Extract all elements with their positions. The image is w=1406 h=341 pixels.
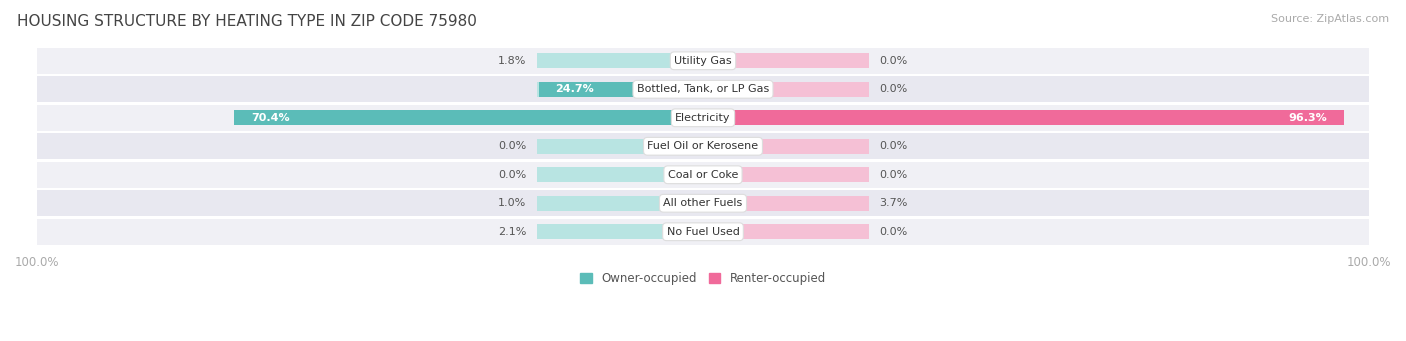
Bar [689, 224, 703, 239]
Text: Coal or Coke: Coal or Coke [668, 170, 738, 180]
Bar [537, 167, 703, 182]
Bar [37, 190, 1369, 216]
Bar [703, 224, 869, 239]
Text: 0.0%: 0.0% [498, 170, 527, 180]
Bar [703, 167, 869, 182]
Text: Fuel Oil or Kerosene: Fuel Oil or Kerosene [647, 141, 759, 151]
Bar [37, 76, 1369, 102]
Legend: Owner-occupied, Renter-occupied: Owner-occupied, Renter-occupied [575, 268, 831, 290]
Text: 0.0%: 0.0% [879, 84, 908, 94]
Text: 0.0%: 0.0% [879, 170, 908, 180]
Bar [37, 162, 1369, 188]
Bar [537, 139, 703, 154]
Text: 1.8%: 1.8% [498, 56, 527, 66]
Bar [537, 224, 703, 239]
Text: All other Fuels: All other Fuels [664, 198, 742, 208]
Text: 3.7%: 3.7% [879, 198, 908, 208]
Text: No Fuel Used: No Fuel Used [666, 227, 740, 237]
Bar [37, 133, 1369, 159]
Bar [37, 105, 1369, 131]
Bar [537, 82, 703, 97]
Text: 1.0%: 1.0% [498, 198, 527, 208]
Text: Source: ZipAtlas.com: Source: ZipAtlas.com [1271, 14, 1389, 24]
Text: 0.0%: 0.0% [498, 141, 527, 151]
Bar [696, 196, 703, 211]
Bar [37, 219, 1369, 245]
Bar [538, 82, 703, 97]
Bar [703, 196, 728, 211]
Bar [703, 82, 869, 97]
Text: Electricity: Electricity [675, 113, 731, 123]
Bar [537, 54, 703, 68]
Text: 70.4%: 70.4% [250, 113, 290, 123]
Text: Utility Gas: Utility Gas [675, 56, 731, 66]
Bar [703, 139, 869, 154]
Text: 0.0%: 0.0% [879, 141, 908, 151]
Text: 24.7%: 24.7% [555, 84, 593, 94]
Bar [537, 110, 703, 125]
Bar [235, 110, 703, 125]
Text: HOUSING STRUCTURE BY HEATING TYPE IN ZIP CODE 75980: HOUSING STRUCTURE BY HEATING TYPE IN ZIP… [17, 14, 477, 29]
Bar [703, 196, 869, 211]
Text: 0.0%: 0.0% [879, 56, 908, 66]
Bar [703, 110, 869, 125]
Bar [703, 54, 869, 68]
Text: Bottled, Tank, or LP Gas: Bottled, Tank, or LP Gas [637, 84, 769, 94]
Text: 2.1%: 2.1% [498, 227, 527, 237]
Bar [703, 110, 1344, 125]
Bar [37, 48, 1369, 74]
Bar [537, 196, 703, 211]
Text: 96.3%: 96.3% [1289, 113, 1327, 123]
Bar [690, 54, 703, 68]
Text: 0.0%: 0.0% [879, 227, 908, 237]
